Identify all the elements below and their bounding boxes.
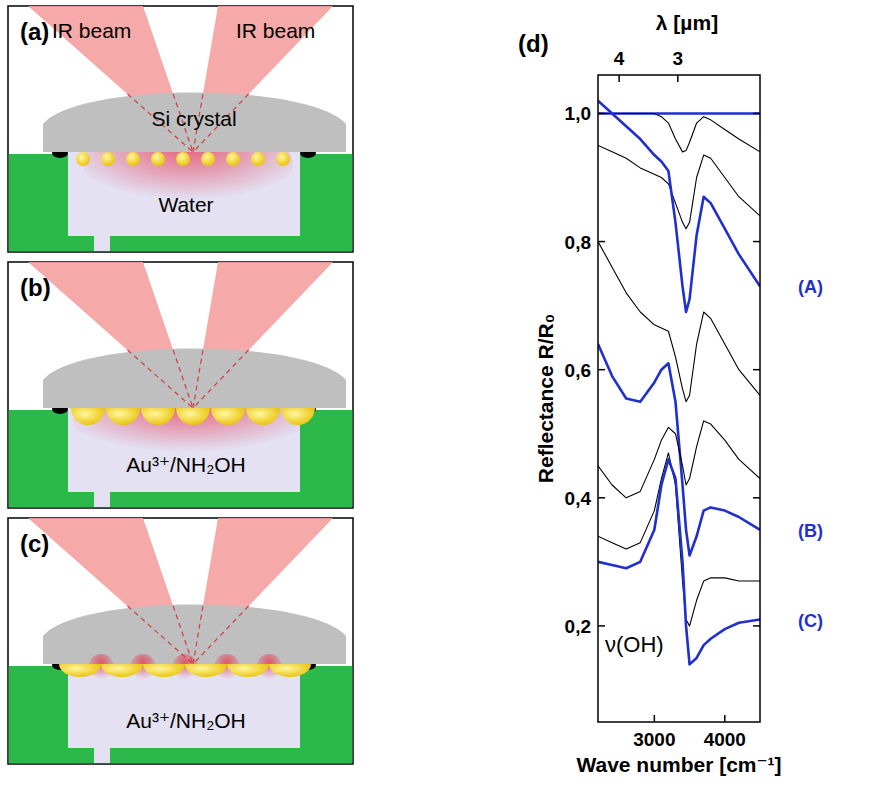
y-tick [753, 625, 760, 627]
chart: (d) 0,2 0,4 0,6 0,8 1,0 3000 4000 4 3 λ [µm] Wave n… [518, 11, 823, 776]
top-tick [677, 75, 679, 82]
gold-particle [185, 664, 227, 677]
beam-path [127, 350, 193, 408]
y-tick [753, 113, 760, 115]
panel-letter: (a) [20, 18, 49, 45]
spectrum-line [598, 113, 760, 151]
liquid-label: Water [158, 193, 213, 216]
beam-label: IR beam [236, 19, 315, 42]
panel-frame [8, 518, 353, 764]
spectrum-line [598, 242, 760, 402]
gold-particle [59, 664, 101, 677]
inlet [94, 746, 110, 763]
beam-path [193, 350, 249, 408]
y-tick-label: 0,6 [565, 360, 591, 381]
gold-particle [269, 664, 311, 677]
top-tick-label: 4 [614, 48, 625, 69]
gold-particle [71, 408, 105, 425]
spectrum-line [598, 145, 760, 228]
plot-lines [598, 101, 760, 665]
x-tick [654, 715, 656, 722]
y-tick [753, 369, 760, 371]
si-crystal [43, 605, 346, 665]
gold-particle [211, 408, 245, 425]
liquid-label: Au³⁺/NH₂OH [126, 709, 246, 732]
schematic-panel: (c) Au³⁺/NH₂OH [8, 518, 353, 764]
beam-path [193, 350, 203, 408]
beam-path [193, 606, 203, 664]
gold-particle [281, 408, 315, 425]
y-tick [753, 497, 760, 499]
gold-particle [76, 152, 90, 166]
schematic-panel: (b) Au³⁺/NH₂OH [8, 262, 353, 508]
series-label: (A) [798, 277, 823, 297]
y-tick [598, 369, 605, 371]
y-axis-title: Reflectance R/R₀ [534, 314, 557, 483]
figure: (a)IR beamIR beamSi crystalWater(b)Au³⁺/… [0, 0, 891, 785]
panel-frame [8, 262, 353, 508]
spectrum-line [598, 453, 760, 626]
gold-particle [151, 152, 165, 166]
crystal-label: Si crystal [151, 107, 236, 130]
y-tick-label: 0,8 [565, 232, 591, 253]
beam-path [173, 350, 193, 408]
panel-letter: (b) [20, 274, 51, 301]
x-axis-title: Wave number [cm⁻¹] [576, 753, 781, 776]
top-tick-label: 3 [673, 48, 684, 69]
y-tick-label: 0,4 [565, 488, 592, 509]
y-tick [598, 625, 605, 627]
y-tick [753, 241, 760, 243]
schematic-panel: (a)IR beamIR beamSi crystalWater [8, 6, 353, 252]
gold-particle [141, 408, 175, 425]
gold-particle [176, 408, 210, 425]
inlet [94, 234, 110, 251]
y-tick [598, 241, 605, 243]
gold-particle [176, 152, 190, 166]
panel-frame [8, 6, 353, 252]
beam-path [193, 606, 249, 664]
gold-particle [201, 152, 215, 166]
gold-particle [101, 664, 143, 677]
si-crystal [43, 93, 346, 153]
gold-particle [101, 152, 115, 166]
y-tick-label: 0,2 [565, 616, 591, 637]
panel-letter: (c) [20, 530, 49, 557]
si-crystal [43, 349, 346, 409]
top-axis-title: λ [µm] [656, 11, 718, 34]
x-tick-label: 4000 [704, 729, 746, 750]
y-tick [598, 497, 605, 499]
gold-particle [226, 152, 240, 166]
spectrum-line [598, 459, 760, 664]
series-label: (C) [798, 611, 823, 631]
panel-letter: (d) [518, 30, 549, 57]
top-tick [618, 75, 620, 82]
gold-particle [276, 152, 290, 166]
liquid-label: Au³⁺/NH₂OH [126, 453, 246, 476]
spectrum-line [598, 101, 760, 312]
y-tick-label: 1,0 [565, 103, 591, 124]
beam-label: IR beam [52, 19, 131, 42]
spectrum-line [598, 421, 760, 498]
gold-particle [143, 664, 185, 677]
gold-particle [106, 408, 140, 425]
gold-particle [246, 408, 280, 425]
x-tick [724, 715, 726, 722]
inlet [94, 490, 110, 507]
plot-frame [598, 75, 760, 722]
y-tick [598, 113, 605, 115]
gold-particle [227, 664, 269, 677]
gold-particle [251, 152, 265, 166]
gold-particle [126, 152, 140, 166]
x-tick-label: 3000 [633, 729, 675, 750]
annotation: ν(OH) [605, 632, 664, 657]
series-label: (B) [798, 521, 823, 541]
